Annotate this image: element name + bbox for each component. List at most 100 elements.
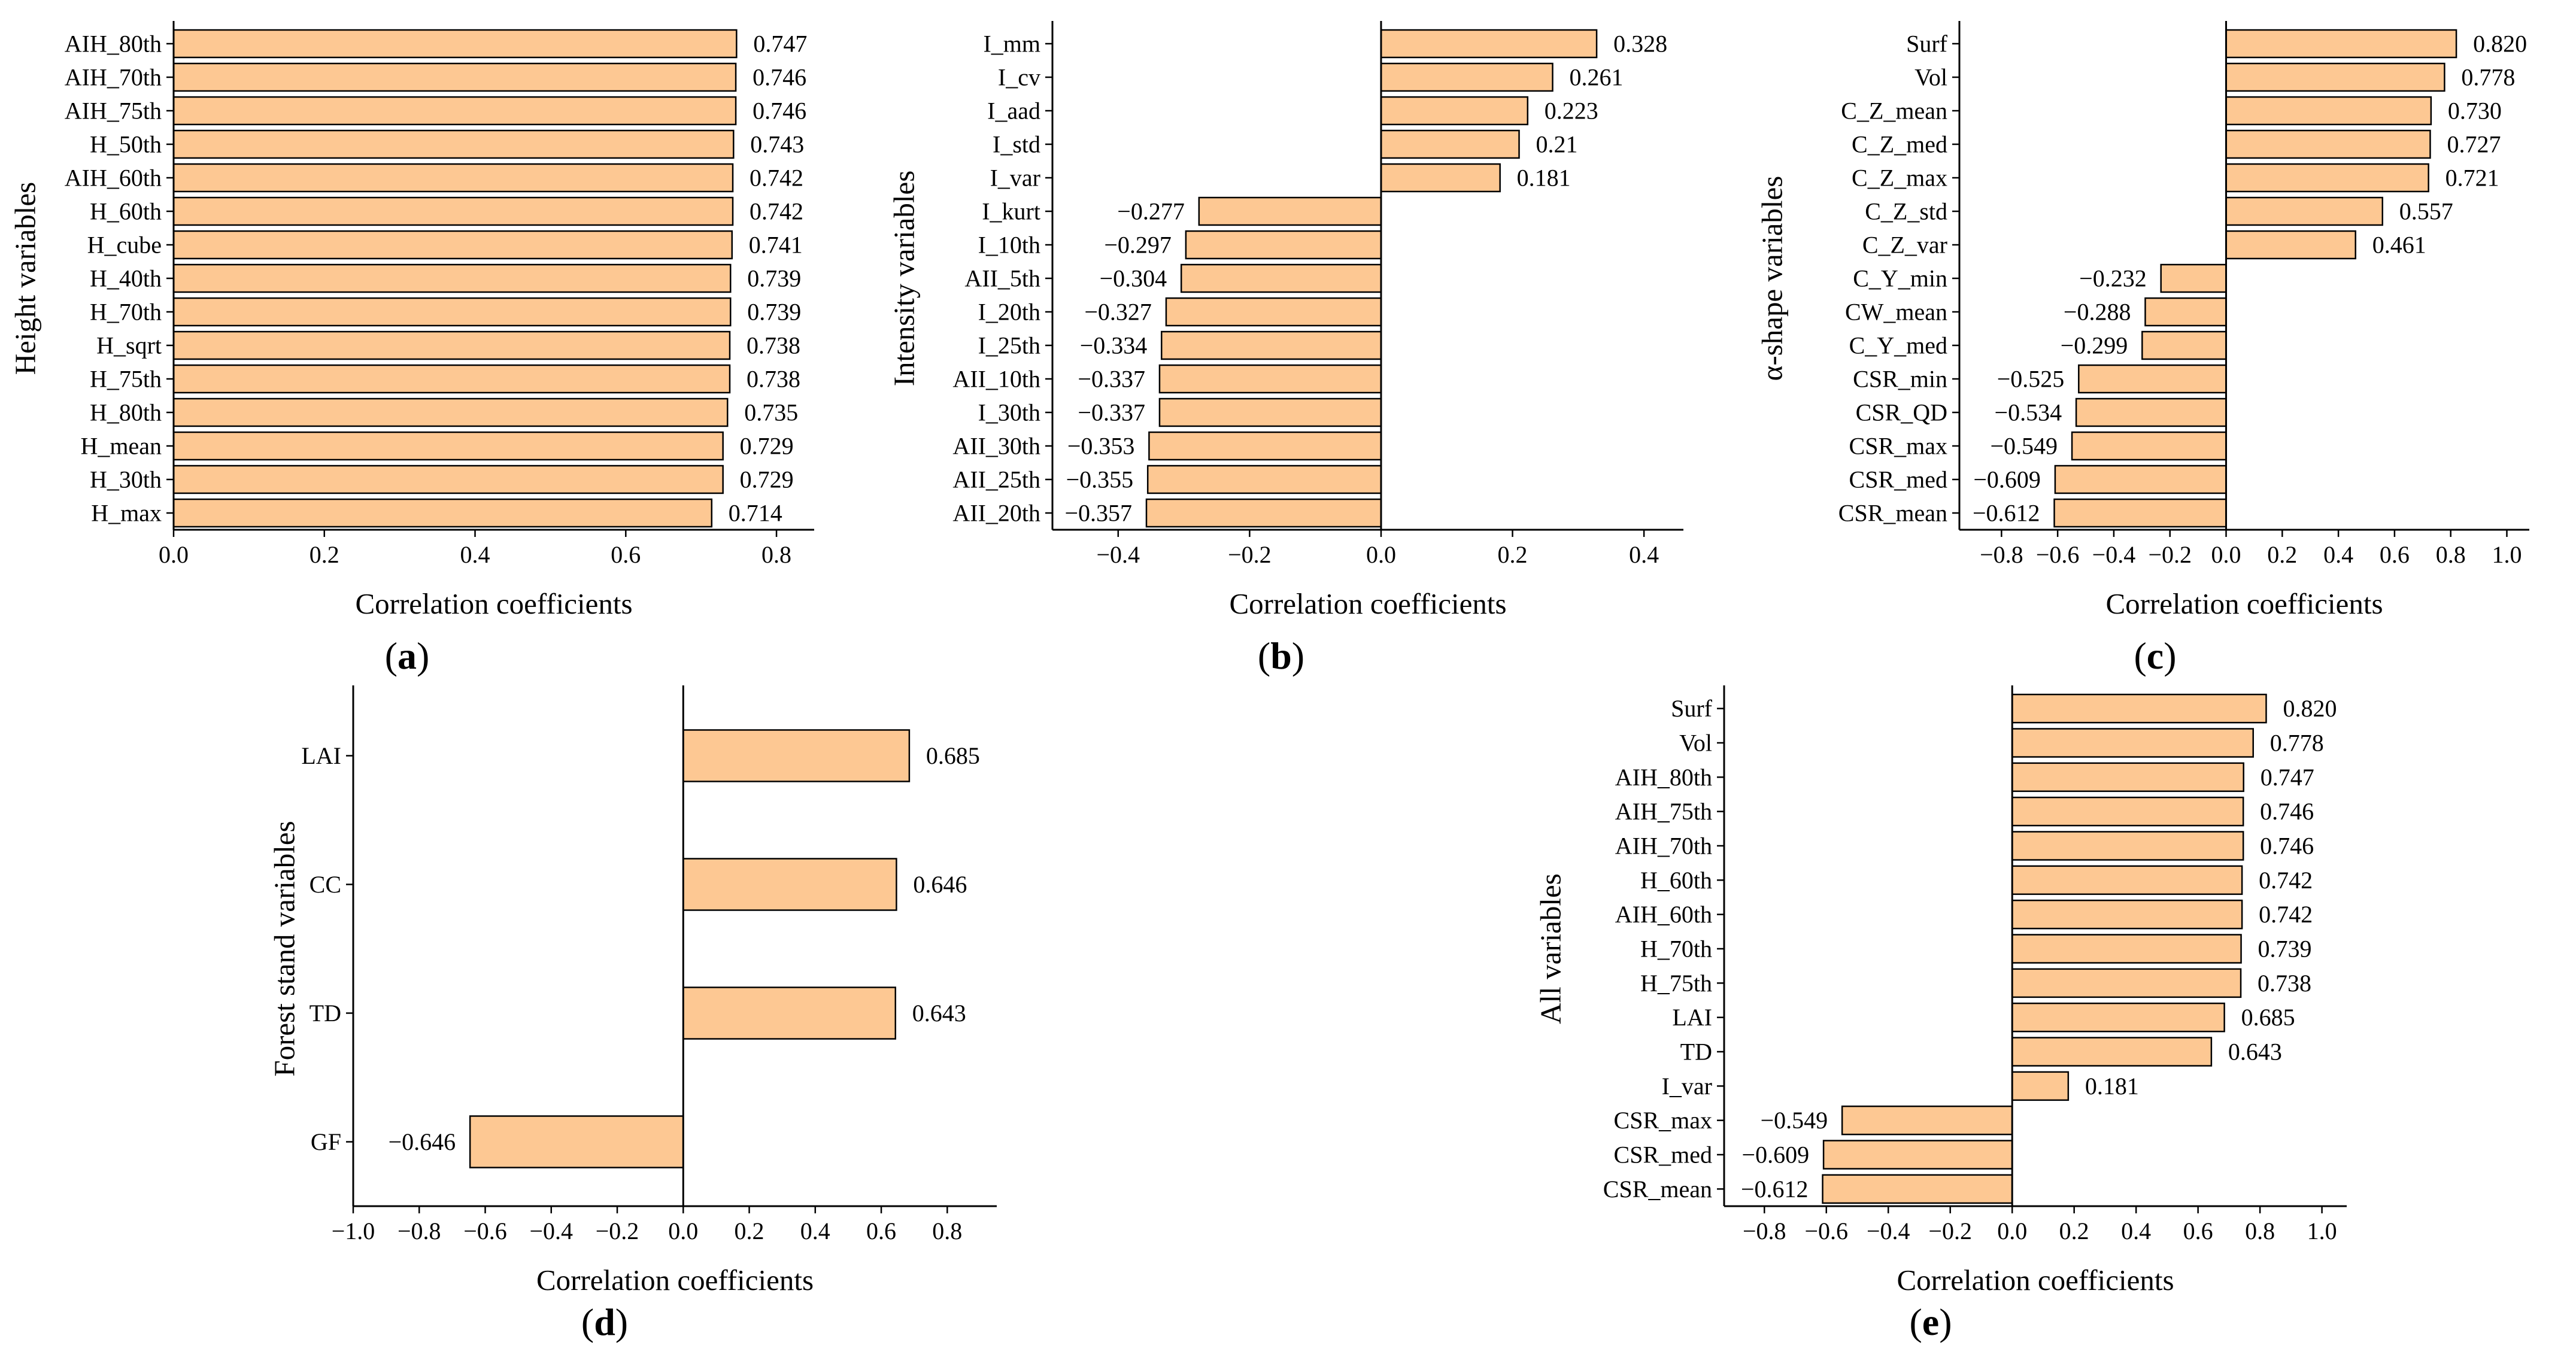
category-label-i-10th: I_10th xyxy=(978,232,1040,259)
x-axis-title: Correlation coefficients xyxy=(1229,587,1506,620)
value-label-i-aad: 0.223 xyxy=(1545,98,1598,125)
value-label-lai: 0.685 xyxy=(926,742,980,769)
category-label-c-y-min: C_Y_min xyxy=(1853,265,1947,292)
bar-i-var xyxy=(1380,163,1501,193)
x-tick-label-3: 0.2 xyxy=(1498,541,1528,568)
bar-surf xyxy=(2011,693,2267,724)
bar-c-z-var xyxy=(2225,230,2356,260)
category-label-aih-70th: AIH_70th xyxy=(1615,833,1712,860)
category-label-aih-70th: AIH_70th xyxy=(65,64,162,91)
category-label-h-40th: H_40th xyxy=(90,265,162,292)
bar-c-z-mean xyxy=(2225,96,2432,126)
bar-csr-mean xyxy=(2053,498,2227,528)
x-tick-label-6: 0.4 xyxy=(2323,541,2353,568)
y-axis-title: α-shape variables xyxy=(1756,176,1789,381)
category-label-i-var: I_var xyxy=(1662,1073,1712,1100)
category-label-gf: GF xyxy=(311,1128,341,1155)
value-label-h-70th: 0.739 xyxy=(747,299,801,326)
category-label-csr-qd: CSR_QD xyxy=(1856,399,1947,426)
value-label-h-75th: 0.738 xyxy=(2258,970,2311,997)
category-label-i-20th: I_20th xyxy=(978,299,1040,326)
x-tick-label-0: −0.8 xyxy=(1980,541,2023,568)
x-tick-label-0: 0.0 xyxy=(159,541,189,568)
x-tick-label-5: 0.2 xyxy=(2059,1218,2089,1244)
bar-h-cube xyxy=(172,230,733,260)
bar-aii-30th xyxy=(1148,431,1382,461)
bar-c-y-min xyxy=(2160,263,2227,293)
bar-gf xyxy=(469,1115,684,1168)
value-label-c-z-std: 0.557 xyxy=(2399,198,2453,225)
x-axis-title: Correlation coefficients xyxy=(2105,587,2383,620)
value-label-vol: 0.778 xyxy=(2461,64,2515,91)
x-tick-label-6: 0.2 xyxy=(735,1218,764,1244)
bar-i-var xyxy=(2011,1071,2070,1101)
category-label-csr-min: CSR_min xyxy=(1853,366,1947,393)
bar-csr-max xyxy=(1841,1105,2013,1136)
value-label-aih-75th: 0.746 xyxy=(753,98,806,125)
bar-aii-25th xyxy=(1146,465,1382,494)
category-label-i-mm: I_mm xyxy=(983,31,1040,57)
bar-h-70th xyxy=(172,297,732,327)
value-label-aih-80th: 0.747 xyxy=(753,31,807,57)
value-label-i-20th: −0.327 xyxy=(1084,299,1152,326)
category-label-aii-25th: AII_25th xyxy=(952,466,1040,493)
x-tick-label-9: 1.0 xyxy=(2492,541,2522,568)
value-label-csr-med: −0.609 xyxy=(1973,466,2041,493)
bar-csr-mean xyxy=(1822,1174,2013,1204)
bar-vol xyxy=(2011,728,2254,758)
bar-h-75th xyxy=(2011,968,2242,998)
category-label-aih-75th: AIH_75th xyxy=(1615,798,1712,825)
value-label-i-30th: −0.337 xyxy=(1078,399,1145,426)
value-label-i-var: 0.181 xyxy=(1517,165,1571,192)
value-label-csr-med: −0.609 xyxy=(1742,1142,1810,1168)
category-label-h-70th: H_70th xyxy=(1640,936,1712,963)
x-tick-label-0: −1.0 xyxy=(332,1218,375,1244)
category-label-h-50th: H_50th xyxy=(90,131,162,158)
bar-aih-60th xyxy=(2011,899,2243,930)
bar-lai xyxy=(682,729,911,782)
value-label-csr-mean: −0.612 xyxy=(1741,1176,1809,1203)
x-tick-label-3: −0.2 xyxy=(2148,541,2192,568)
category-label-h-75th: H_75th xyxy=(1640,970,1712,997)
x-tick-label-1: −0.2 xyxy=(1228,541,1272,568)
category-label-td: TD xyxy=(1680,1039,1712,1065)
x-tick-label-2: −0.4 xyxy=(1867,1218,1910,1244)
bar-aih-75th xyxy=(172,96,737,126)
bar-i-aad xyxy=(1380,96,1529,126)
value-label-h-75th: 0.738 xyxy=(747,366,800,393)
bar-c-z-max xyxy=(2225,163,2429,193)
category-label-c-y-med: C_Y_med xyxy=(1849,332,1947,359)
value-label-vol: 0.778 xyxy=(2270,730,2324,757)
value-label-aii-5th: −0.304 xyxy=(1100,265,1167,292)
x-tick-label-7: 0.4 xyxy=(800,1218,830,1244)
bar-cc xyxy=(682,858,897,911)
value-label-gf: −0.646 xyxy=(389,1128,456,1155)
value-label-aii-20th: −0.357 xyxy=(1064,500,1132,527)
bar-aih-70th xyxy=(172,62,737,92)
x-axis-title: Correlation coefficients xyxy=(355,587,632,620)
panel-label: (d) xyxy=(581,1301,628,1343)
bar-h-75th xyxy=(172,364,731,394)
category-label-surf: Surf xyxy=(1906,31,1948,57)
value-label-i-std: 0.21 xyxy=(1536,131,1578,158)
x-tick-label-4: 0.0 xyxy=(2211,541,2241,568)
category-label-h-70th: H_70th xyxy=(90,299,162,326)
value-label-h-40th: 0.739 xyxy=(747,265,801,292)
value-label-h-60th: 0.742 xyxy=(2259,867,2313,894)
value-label-i-10th: −0.297 xyxy=(1104,232,1172,259)
category-label-i-25th: I_25th xyxy=(978,332,1040,359)
category-label-aii-20th: AII_20th xyxy=(952,500,1040,527)
x-tick-label-1: −0.8 xyxy=(398,1218,441,1244)
value-label-surf: 0.820 xyxy=(2283,695,2337,722)
bar-aii-10th xyxy=(1158,364,1382,394)
bar-td xyxy=(682,986,897,1040)
x-axis-title: Correlation coefficients xyxy=(1897,1264,2174,1297)
category-label-aih-80th: AIH_80th xyxy=(65,31,162,57)
x-tick-label-2: −0.4 xyxy=(2092,541,2136,568)
value-label-c-y-med: −0.299 xyxy=(2061,332,2128,359)
category-label-cw-mean: CW_mean xyxy=(1845,299,1947,326)
category-label-vol: Vol xyxy=(1914,64,1947,91)
bar-h-70th xyxy=(2011,934,2242,964)
bar-i-25th xyxy=(1161,330,1382,360)
bar-aih-60th xyxy=(172,163,734,193)
